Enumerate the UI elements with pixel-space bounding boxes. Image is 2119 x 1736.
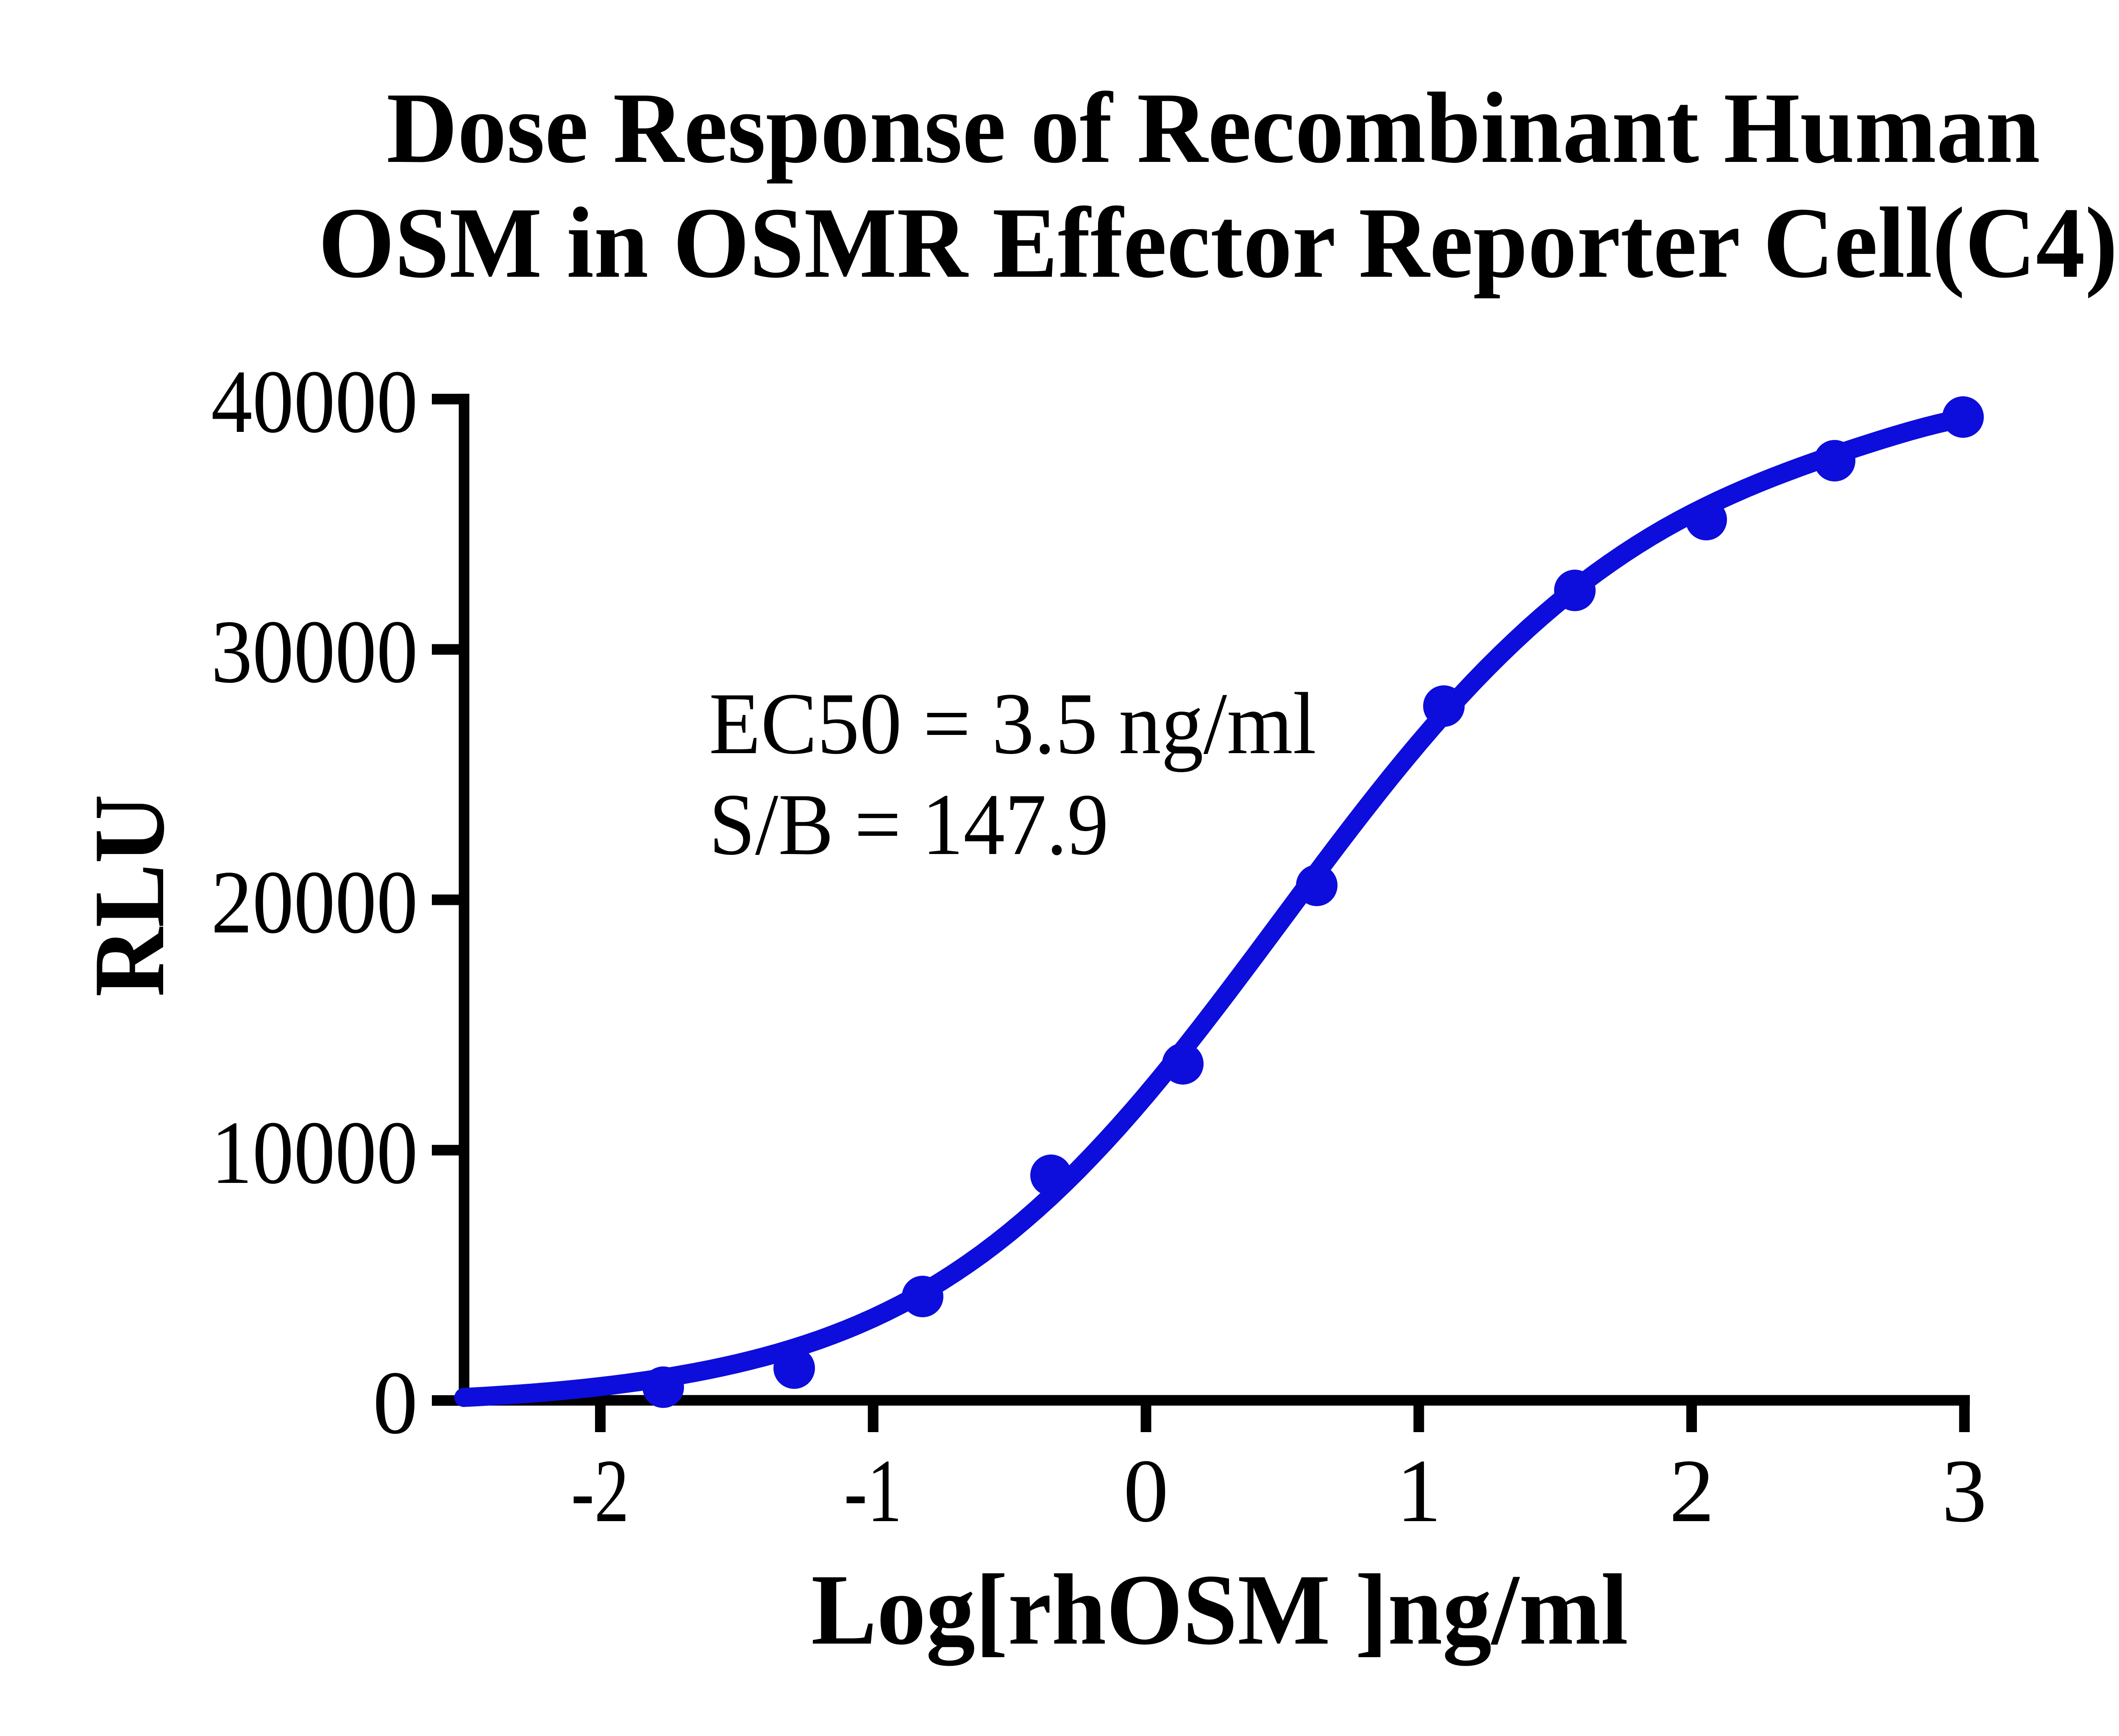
svg-text:0: 0 [373,1353,418,1453]
svg-text:Log[rhOSM ]ng/ml: Log[rhOSM ]ng/ml [811,1553,1628,1666]
svg-text:OSM in OSMR Effector Reporter: OSM in OSMR Effector Reporter Cell(C4) [318,186,2118,299]
svg-text:20000: 20000 [211,852,418,952]
svg-text:Dose Response of Recombinant H: Dose Response of Recombinant Human [387,72,2040,184]
svg-text:0: 0 [1123,1441,1169,1541]
svg-text:3: 3 [1942,1441,1987,1541]
svg-text:-1: -1 [844,1441,902,1541]
svg-text:-2: -2 [571,1441,629,1541]
svg-text:2: 2 [1669,1441,1715,1541]
svg-text:RLU: RLU [73,794,185,997]
svg-text:40000: 40000 [211,352,418,452]
svg-text:30000: 30000 [211,602,418,702]
svg-text:S/B = 147.9: S/B = 147.9 [709,776,1109,873]
svg-text:1: 1 [1396,1441,1442,1541]
svg-text:EC50 = 3.5 ng/ml: EC50 = 3.5 ng/ml [709,675,1316,772]
svg-text:10000: 10000 [211,1103,418,1203]
